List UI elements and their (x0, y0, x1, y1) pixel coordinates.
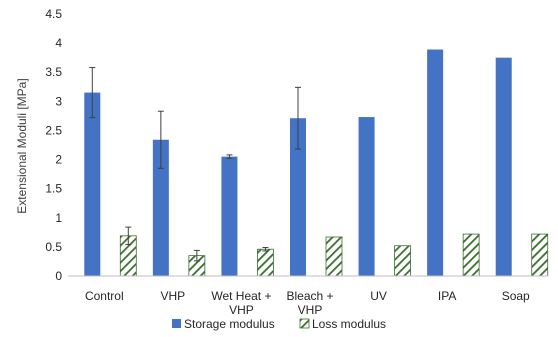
category-label: VHP (161, 289, 186, 303)
storage-modulus-bar (358, 117, 375, 276)
storage-modulus-bar (427, 49, 444, 276)
category-label: Control (85, 289, 124, 303)
legend-label: Loss modulus (312, 317, 386, 331)
storage-modulus-bar (221, 156, 238, 276)
loss-modulus-bar (531, 233, 549, 277)
category-label: Wet Heat + VHP (211, 289, 271, 317)
y-tick-label: 2 (55, 153, 62, 167)
legend-swatch-loss (299, 318, 310, 329)
error-bar (262, 246, 269, 252)
y-axis-ticks: 0 0.5 1 1.5 2 2.5 3 3.5 4 4.5 (45, 7, 62, 283)
storage-modulus-bar (290, 118, 306, 277)
loss-modulus-bar (394, 245, 411, 277)
error-bar (295, 86, 301, 150)
y-tick-label: 4.5 (45, 7, 62, 21)
x-axis-labels: Control VHP Wet Heat + VHP Bleach + VHP UV IPA S… (85, 289, 530, 317)
loss-modulus-bar (325, 236, 343, 277)
legend-swatch-storage (172, 319, 181, 328)
y-tick-label: 3 (55, 94, 62, 108)
error-bar (157, 110, 164, 169)
category-label: Bleach + VHP (286, 289, 333, 317)
category-label: UV (370, 289, 387, 303)
error-bar (226, 154, 233, 159)
y-tick-label: 3.5 (45, 65, 62, 79)
legend: Storage modulus Loss modulus (172, 317, 386, 331)
bars (84, 49, 549, 277)
error-bar (89, 67, 96, 119)
category-label: IPA (438, 289, 456, 303)
loss-modulus-bar (257, 248, 274, 277)
y-tick-label: 1.5 (45, 182, 62, 196)
category-label: Soap (502, 289, 530, 303)
storage-modulus-bar (84, 92, 101, 276)
y-axis-title: Extensional Moduli [MPa] (15, 78, 29, 213)
storage-modulus-bar (152, 139, 169, 276)
error-bar (193, 249, 200, 262)
y-tick-label: 1 (55, 211, 62, 225)
legend-label: Storage modulus (184, 317, 275, 331)
y-tick-label: 4 (55, 36, 62, 50)
y-tick-label: 0.5 (45, 240, 62, 254)
storage-modulus-bar (495, 57, 512, 276)
y-tick-label: 0 (55, 269, 62, 283)
y-tick-label: 2.5 (45, 123, 62, 137)
error-bar (125, 226, 132, 246)
loss-modulus-bar (462, 233, 480, 277)
